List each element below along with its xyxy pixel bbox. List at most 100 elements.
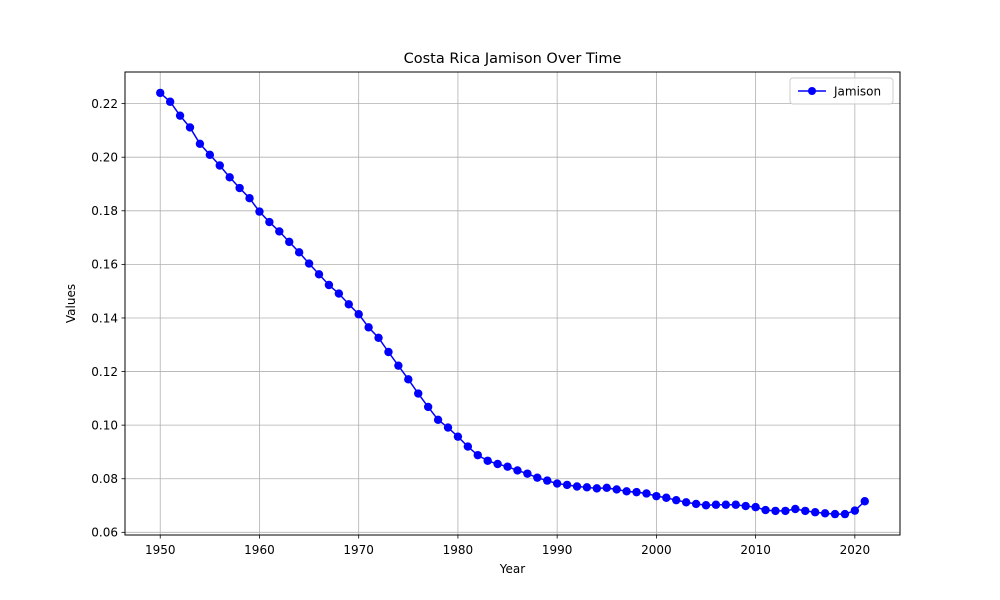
data-point	[304, 259, 314, 268]
data-point	[572, 482, 582, 491]
data-point	[771, 506, 780, 516]
data-point	[701, 501, 711, 510]
data-point	[543, 476, 552, 485]
data-point	[840, 509, 850, 519]
data-point	[672, 495, 681, 505]
y-tick-label: 0.14	[91, 311, 118, 325]
data-point	[364, 323, 373, 332]
data-point	[582, 483, 592, 492]
data-point	[681, 498, 691, 507]
data-point	[414, 389, 423, 398]
data-point	[394, 361, 403, 370]
data-point	[374, 333, 383, 342]
x-tick-label: 1990	[542, 543, 573, 557]
legend: Jamison	[789, 77, 894, 105]
legend-box	[789, 77, 894, 105]
data-point	[652, 491, 661, 501]
data-point	[334, 289, 344, 298]
grid	[125, 72, 900, 535]
y-tick-label: 0.10	[91, 418, 118, 432]
data-point	[711, 500, 721, 509]
data-point	[850, 506, 860, 515]
data-point	[185, 123, 195, 132]
data-point	[781, 506, 790, 516]
x-tick-label: 1950	[145, 543, 176, 557]
y-tick-label: 0.16	[91, 258, 118, 272]
data-point	[265, 217, 274, 227]
data-point	[801, 506, 810, 516]
data-point	[165, 97, 175, 106]
y-tick-label: 0.08	[91, 472, 118, 486]
data-point	[235, 183, 244, 193]
data-point	[384, 347, 393, 357]
y-tick-label: 0.22	[91, 97, 118, 111]
data-point	[691, 499, 701, 509]
data-point	[592, 484, 602, 493]
data-point	[493, 459, 502, 469]
data-point	[483, 456, 492, 465]
data-point	[433, 415, 443, 424]
data-point	[602, 483, 611, 493]
data-point	[830, 509, 840, 519]
data-point	[156, 88, 165, 98]
data-point	[175, 111, 185, 120]
data-point	[473, 450, 482, 460]
data-point	[314, 270, 324, 279]
plot-frame	[124, 71, 901, 536]
data-point	[642, 489, 651, 498]
x-tick-label: 1970	[343, 543, 374, 557]
data-point	[761, 505, 770, 515]
data-point	[275, 227, 284, 236]
legend-entry-jamison: Jamison	[833, 84, 881, 98]
data-point	[324, 280, 334, 290]
data-point	[195, 139, 205, 149]
series-layer	[156, 88, 869, 519]
data-point	[404, 375, 413, 384]
data-point	[751, 502, 760, 512]
data-point	[612, 485, 621, 494]
x-tick-label: 2010	[740, 543, 771, 557]
data-point	[632, 487, 641, 497]
data-point	[533, 473, 542, 482]
data-point	[215, 161, 224, 170]
data-point	[791, 504, 800, 514]
y-tick-label: 0.12	[91, 365, 118, 379]
x-tick-label: 1980	[443, 543, 474, 557]
x-tick-label: 2020	[840, 543, 871, 557]
x-tick-label: 2000	[641, 543, 672, 557]
data-point	[255, 207, 264, 216]
y-tick-label: 0.06	[91, 526, 118, 540]
data-point	[423, 402, 433, 412]
data-point	[820, 509, 830, 518]
data-point	[662, 493, 671, 502]
y-axis: 0.06 0.08 0.10 0.12 0.14 0.16 0.18 0.20 0.22	[91, 97, 125, 540]
data-point	[513, 466, 522, 475]
data-point	[721, 500, 731, 509]
y-axis-title: Values	[64, 284, 78, 323]
data-point	[622, 487, 631, 496]
data-point	[443, 423, 453, 432]
y-tick-label: 0.20	[91, 151, 118, 165]
data-point	[741, 501, 750, 511]
data-point	[285, 237, 294, 247]
data-point	[463, 442, 473, 451]
data-point	[562, 480, 572, 490]
x-tick-label: 1960	[244, 543, 275, 557]
data-point	[552, 479, 562, 488]
data-point	[503, 462, 512, 471]
data-point	[245, 194, 254, 203]
data-point	[205, 150, 215, 159]
y-tick-label: 0.18	[91, 204, 118, 218]
data-point	[344, 300, 353, 309]
data-point	[523, 469, 532, 478]
x-axis: 1950 1960 1970 1980 1990 2000 2010 2020	[145, 535, 870, 557]
data-point	[731, 500, 740, 509]
data-point	[294, 248, 304, 257]
legend-marker-swatch	[808, 87, 816, 95]
data-point	[453, 432, 463, 441]
data-point	[225, 173, 234, 182]
data-point	[354, 310, 363, 319]
x-axis-title: Year	[499, 562, 525, 576]
data-point	[860, 497, 869, 506]
